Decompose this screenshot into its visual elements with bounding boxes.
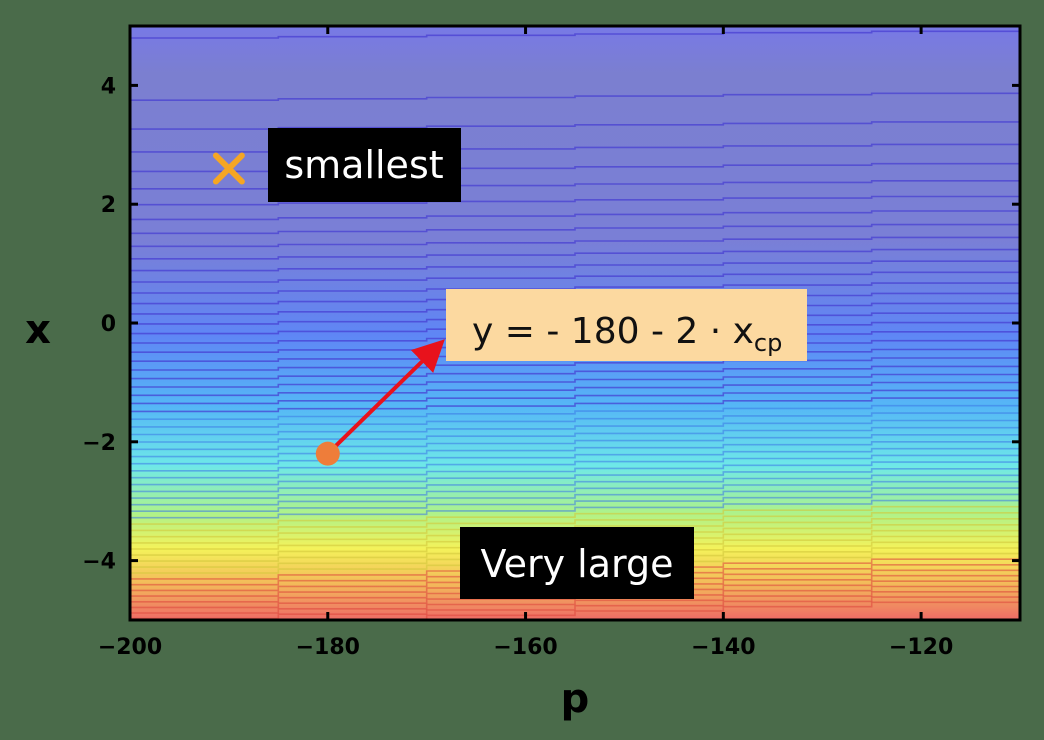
contour-line: [130, 247, 1020, 260]
contour-line: [130, 431, 1020, 451]
contour-line: [130, 281, 1020, 294]
y-axis: 4 2 0 −2 −4: [82, 74, 1020, 575]
contour-line: [130, 410, 1020, 428]
very-large-box: [460, 527, 694, 599]
point-marker: [315, 441, 340, 466]
contour-line: [130, 387, 1020, 405]
contour-line: [130, 472, 1020, 493]
contour-line: [130, 91, 1020, 101]
contour-line: [130, 194, 1020, 206]
contour-line: [130, 30, 1020, 39]
contour-line: [130, 395, 1020, 413]
y-tick-label: −2: [82, 431, 116, 456]
contour-line: [130, 478, 1020, 499]
equation-label: y = - 180 - 2 · xcp: [472, 311, 782, 357]
contour-line: [130, 403, 1020, 420]
contour-line: [130, 592, 1020, 620]
x-axis-label: p: [561, 676, 590, 722]
contour-line: [130, 222, 1020, 235]
contour-line: [130, 452, 1020, 472]
contour-lines: [130, 30, 1020, 620]
contour-line: [130, 424, 1020, 443]
contour-line: [130, 438, 1020, 458]
contour-line: [130, 270, 1020, 283]
equation-subscript: cp: [754, 329, 782, 357]
equation-box: [446, 289, 807, 361]
x-tick-label: −120: [889, 635, 953, 660]
contour-line: [130, 355, 1020, 371]
equation-main: y = - 180 - 2 · x: [472, 311, 754, 352]
contour-line: [130, 372, 1020, 388]
contour-line: [130, 491, 1020, 512]
min-marker-icon: [212, 152, 245, 185]
contour-line: [130, 465, 1020, 486]
contour-line: [130, 259, 1020, 272]
y-axis-label: x: [25, 307, 51, 353]
y-tick-label: 4: [101, 74, 116, 99]
smallest-box: [268, 128, 461, 202]
contour-line: [130, 445, 1020, 465]
arrow: [326, 339, 445, 456]
x-axis: −200 −180 −160 −140 −120: [98, 26, 953, 660]
smallest-label: smallest: [284, 143, 443, 187]
contour-line: [130, 484, 1020, 506]
contour-line: [130, 587, 1020, 614]
contour-line: [130, 515, 1020, 538]
very-large-label: Very large: [481, 542, 674, 586]
contour-line: [130, 503, 1020, 525]
contour-line: [130, 363, 1020, 380]
contour-line: [130, 209, 1020, 221]
contour-line: [130, 509, 1020, 532]
contour-line: [130, 120, 1020, 130]
contour-line: [130, 380, 1020, 397]
x-tick-label: −160: [493, 635, 557, 660]
y-tick-label: 2: [101, 193, 116, 218]
x-tick-label: −140: [691, 635, 755, 660]
x-tick-label: −180: [296, 635, 360, 660]
y-tick-label: −4: [82, 550, 116, 575]
contour-line: [130, 417, 1020, 436]
y-tick-label: 0: [101, 312, 116, 337]
contour-line: [130, 497, 1020, 519]
x-tick-label: −200: [98, 635, 162, 660]
contour-line: [130, 459, 1020, 479]
contour-line: [130, 235, 1020, 248]
